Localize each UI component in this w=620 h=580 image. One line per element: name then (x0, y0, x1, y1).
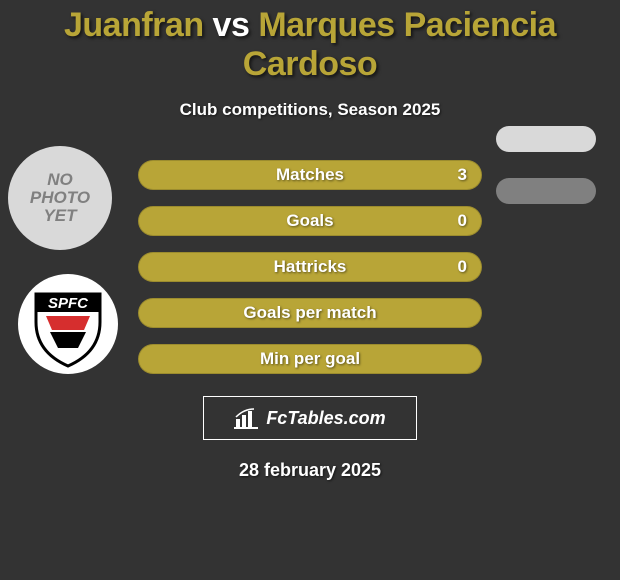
stat-right: 0 (449, 257, 467, 277)
stat-label: Matches (171, 165, 449, 185)
stat-row-goals: Goals 0 (138, 206, 482, 236)
stat-label: Goals (171, 211, 449, 231)
stat-right: 0 (449, 211, 467, 231)
stat-rows: Matches 3 Goals 0 Hattricks 0 Goals per … (138, 160, 482, 374)
player1-avatar-placeholder: NO PHOTO YET (8, 146, 112, 250)
avatars: NO PHOTO YET SPFC (8, 146, 118, 374)
stat-label: Min per goal (171, 349, 449, 369)
stats-area: NO PHOTO YET SPFC Matches 3 (0, 160, 620, 374)
brand-box: FcTables.com (203, 396, 417, 440)
placeholder-line1: NO (30, 171, 90, 189)
bar-chart-icon (234, 407, 260, 429)
brand-text: FcTables.com (266, 408, 385, 429)
badge-text: SPFC (48, 295, 89, 312)
placeholder-line3: YET (30, 207, 90, 225)
stat-label: Goals per match (171, 303, 449, 323)
title-player2: Marques Paciencia Cardoso (243, 6, 556, 83)
stat-row-mpg: Min per goal (138, 344, 482, 374)
stat-label: Hattricks (171, 257, 449, 277)
stat-row-matches: Matches 3 (138, 160, 482, 190)
page-title: Juanfran vs Marques Paciencia Cardoso (0, 0, 620, 84)
title-vs: vs (213, 6, 250, 44)
stat-row-gpm: Goals per match (138, 298, 482, 328)
subtitle: Club competitions, Season 2025 (0, 100, 620, 120)
player2-club-badge: SPFC (18, 274, 118, 374)
club-badge-icon: SPFC (18, 274, 118, 374)
title-player1: Juanfran (64, 6, 204, 44)
pill-indicator-1 (496, 126, 596, 152)
stat-row-hattricks: Hattricks 0 (138, 252, 482, 282)
footer-date: 28 february 2025 (0, 460, 620, 481)
placeholder-line2: PHOTO (30, 189, 90, 207)
stat-right: 3 (449, 165, 467, 185)
